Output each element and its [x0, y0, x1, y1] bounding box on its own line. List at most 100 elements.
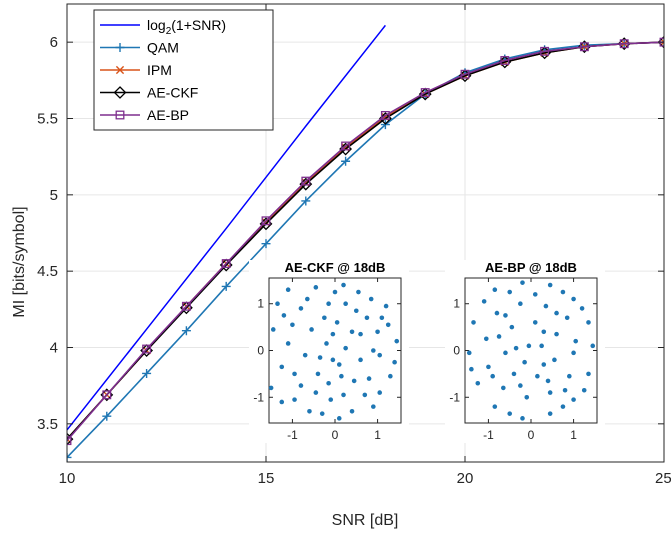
constellation-point [315, 371, 321, 377]
constellation-point [343, 345, 348, 351]
data-point-ae-bp [460, 69, 470, 79]
constellation-point [535, 373, 540, 379]
constellation-point [496, 334, 502, 339]
constellation-point [541, 362, 547, 367]
data-point-qam [221, 281, 231, 291]
legend-entry-ae-bp: AE-BP [100, 107, 189, 123]
inset-y-tick-label: -1 [449, 390, 460, 404]
constellation-point [471, 320, 476, 325]
series-qam [67, 37, 664, 462]
constellation-point [313, 390, 319, 395]
constellation-point [481, 299, 487, 304]
constellation-point [371, 404, 376, 409]
constellation-point [503, 313, 508, 318]
data-point-ae-bp [500, 56, 510, 65]
constellation-point [539, 343, 544, 349]
legend-entry-ae-ckf: AE-CKF [100, 85, 198, 101]
data-point-ae-bp [380, 110, 390, 120]
data-point-ae-bp [341, 141, 351, 151]
x-tick-label: 25 [655, 470, 671, 487]
constellation-point [571, 350, 576, 356]
y-tick-label: 4 [50, 340, 58, 357]
inset-y-tick-label: 0 [257, 344, 264, 358]
constellation-point [513, 345, 519, 351]
data-point-ae-bp [142, 344, 152, 354]
constellation-point [579, 306, 585, 311]
constellation-point [394, 338, 400, 344]
legend-marker [115, 65, 125, 75]
constellation-point [339, 373, 344, 379]
constellation-point [547, 282, 553, 288]
legend-label: AE-BP [147, 107, 189, 123]
constellation-point [490, 373, 495, 379]
constellation-point [326, 301, 331, 307]
constellation-point [324, 341, 329, 346]
legend-entry-ipm: IPM [100, 62, 172, 78]
constellation-point [362, 392, 368, 398]
legend: log2(1+SNR) QAM IPM AE-CKF AE-BP [93, 9, 274, 131]
constellation-point [524, 394, 530, 400]
legend-marker [115, 43, 125, 52]
constellation-point [290, 322, 295, 328]
data-point-ae-bp [221, 259, 231, 268]
constellation-point [511, 371, 517, 377]
series-line-qam [67, 41, 664, 458]
constellation-point [279, 364, 285, 370]
constellation-point [298, 383, 304, 388]
constellation-point [317, 355, 323, 360]
legend-label: IPM [147, 62, 172, 78]
legend-label: log2(1+SNR) [147, 17, 226, 37]
constellation-point [554, 310, 559, 316]
constellation-point [281, 313, 287, 318]
constellation-point [336, 362, 342, 367]
constellation-point [586, 371, 591, 377]
constellation-point [285, 287, 291, 292]
x-tick-label: 20 [457, 470, 474, 487]
constellation-point [332, 289, 338, 295]
constellation-point [298, 306, 304, 311]
constellation-point [560, 289, 566, 295]
constellation-point [560, 404, 566, 409]
axes [66, 3, 665, 463]
constellation-point [364, 315, 370, 321]
constellation-point [571, 397, 576, 402]
constellation-point [562, 387, 568, 393]
constellation-point [503, 350, 508, 356]
constellation-insets: -1 0 1 -1 0 1 AE-CKF @ 18dB -1 0 1 -1 0 1 AE-BP @ 18d… [249, 260, 605, 443]
constellation-point [532, 320, 538, 325]
tick-labels: 10 15 20 253.544.555.56 [37, 34, 671, 487]
constellation-point [358, 331, 363, 337]
constellation-point [392, 359, 397, 365]
constellation-point [334, 320, 340, 325]
constellation-point [526, 343, 532, 349]
constellation-point [377, 352, 383, 358]
constellation-point [507, 411, 513, 416]
x-tick-label: 10 [59, 470, 76, 487]
constellation-point [328, 397, 334, 402]
data-point-ae-bp [301, 176, 311, 186]
data-point-qam [301, 196, 311, 206]
constellation-point [518, 383, 523, 388]
y-tick-label: 4.5 [37, 263, 58, 280]
constellation-point [564, 315, 570, 321]
constellation-point [509, 324, 515, 330]
inset-ae-ckf-18db: -1 0 1 -1 0 1 AE-CKF @ 18dB [249, 260, 409, 443]
constellation-point [353, 308, 359, 314]
constellation-point [552, 357, 557, 363]
data-point-ae-bp [619, 39, 629, 49]
constellation-point [292, 397, 297, 402]
constellation-point [319, 411, 325, 416]
constellation-point [532, 292, 538, 297]
legend-entry-log2-1-snr: log2(1+SNR) [100, 17, 226, 37]
constellation-point [341, 392, 346, 398]
constellation-point [518, 301, 523, 307]
y-tick-label: 3.5 [37, 416, 58, 433]
series-lines [67, 24, 664, 462]
constellation-point [309, 327, 314, 332]
constellation-point [586, 320, 591, 325]
inset-title: AE-CKF @ 18dB [285, 260, 386, 275]
constellation-point [522, 359, 527, 365]
data-point-qam [579, 40, 589, 50]
series-log2-1-snr [67, 24, 386, 431]
